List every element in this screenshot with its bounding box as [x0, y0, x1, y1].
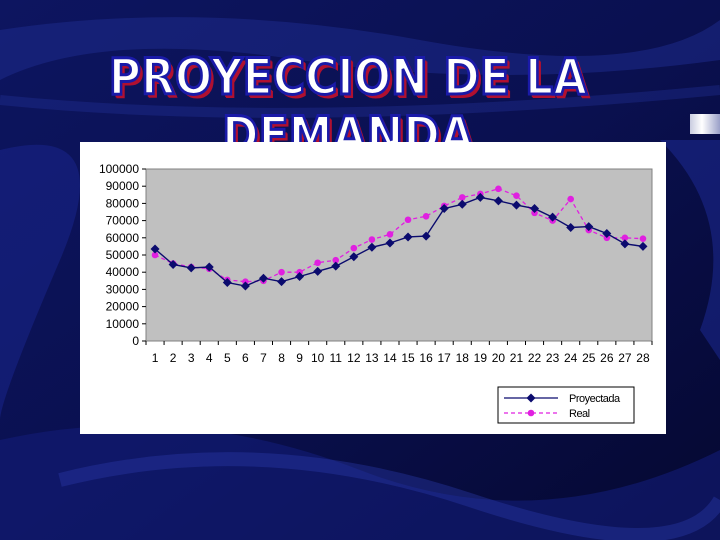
data-point: [493, 196, 503, 206]
legend-marker: [526, 393, 536, 403]
data-point: [566, 222, 576, 232]
x-tick-label: 7: [260, 351, 267, 365]
decorative-bar: [690, 114, 720, 134]
x-tick-label: 2: [170, 351, 177, 365]
x-tick-label: 14: [383, 351, 397, 365]
data-point: [385, 238, 395, 248]
chart-legend: Proyectada Real: [497, 386, 635, 424]
y-tick-label: 30000: [106, 282, 140, 296]
data-point: [602, 229, 612, 238]
data-point: [151, 251, 159, 259]
data-point: [258, 273, 268, 283]
data-point: [403, 232, 413, 242]
x-tick-label: 23: [546, 351, 560, 365]
data-point: [295, 272, 305, 281]
x-tick-label: 18: [456, 351, 470, 365]
y-tick-label: 60000: [106, 231, 140, 245]
data-point: [386, 231, 394, 238]
legend-item: Proyectada: [504, 393, 622, 405]
x-tick-label: 12: [347, 351, 361, 365]
x-tick-label: 8: [278, 351, 285, 365]
x-tick-label: 11: [330, 351, 343, 365]
plot-area: [145, 168, 653, 342]
data-point: [620, 239, 630, 249]
x-tick-label: 28: [636, 351, 650, 365]
data-point: [422, 213, 430, 220]
data-point: [222, 278, 232, 288]
y-tick-label: 50000: [106, 248, 140, 262]
data-point: [204, 262, 214, 272]
x-tick-label: 27: [618, 351, 632, 365]
data-point: [439, 204, 449, 214]
x-tick-label: 17: [437, 351, 451, 365]
data-point: [567, 195, 574, 203]
y-tick-label: 80000: [106, 196, 140, 210]
x-tick-label: 21: [510, 351, 524, 365]
x-tick-label: 10: [311, 351, 325, 365]
data-point: [349, 252, 359, 262]
x-tick-label: 13: [365, 351, 379, 365]
x-tick-label: 3: [188, 351, 195, 365]
y-tick-label: 10000: [106, 317, 140, 331]
x-tick-label: 20: [492, 351, 506, 365]
data-point: [495, 185, 502, 193]
data-point: [277, 277, 287, 287]
data-point: [278, 268, 285, 276]
x-tick-label: 4: [206, 351, 213, 365]
y-tick-label: 20000: [106, 300, 140, 314]
data-point: [639, 235, 647, 242]
x-tick-label: 15: [401, 351, 415, 365]
data-point: [513, 192, 520, 199]
data-point: [584, 222, 594, 232]
chart-panel: 0 10000 20000 30000 40000 50000 60000 70000 8000…: [80, 142, 666, 434]
data-point: [186, 263, 196, 273]
data-point: [621, 234, 629, 242]
data-point: [458, 194, 466, 201]
data-point: [530, 204, 540, 214]
legend-marker: [527, 409, 535, 417]
x-tick-label: 25: [582, 351, 596, 365]
series-layer: [150, 185, 648, 291]
x-tick-label: 22: [528, 351, 542, 365]
x-tick-label: 5: [224, 351, 231, 365]
data-point: [314, 259, 321, 267]
data-point: [367, 242, 377, 252]
data-point: [511, 200, 521, 210]
data-point: [150, 244, 160, 254]
x-tick-label: 26: [600, 351, 614, 365]
x-tick-label: 16: [419, 351, 433, 365]
y-tick-label: 70000: [106, 214, 140, 228]
y-tick-label: 40000: [106, 265, 140, 279]
y-tick-label: 100000: [99, 162, 139, 176]
x-axis: 1 2 3 4 5 6 7 8 9 10 11 12 13 14 15 16 17 18 19 20 21 22 23 24 2…: [145, 341, 653, 365]
legend-box: [497, 386, 635, 424]
data-point: [331, 261, 341, 271]
demand-line-chart: 0 10000 20000 30000 40000 50000 60000 70000 8000…: [99, 162, 653, 424]
x-tick-label: 6: [242, 351, 249, 365]
data-point: [548, 212, 558, 222]
legend-label: Proyectada: [569, 393, 621, 405]
data-point: [368, 236, 376, 243]
data-point: [421, 231, 431, 241]
data-point: [168, 259, 178, 269]
y-tick-label: 0: [132, 334, 139, 348]
data-point: [638, 241, 648, 251]
legend-item: Real: [504, 408, 590, 420]
series-proyectada: [150, 192, 648, 291]
series-line: [154, 196, 644, 287]
x-tick-label: 24: [564, 351, 578, 365]
data-point: [475, 192, 485, 202]
x-tick-label: 19: [474, 351, 488, 365]
legend-label: Real: [569, 408, 590, 420]
x-tick-label: 1: [152, 351, 159, 365]
x-tick-label: 9: [296, 351, 303, 365]
y-axis: 0 10000 20000 30000 40000 50000 60000 70000 8000…: [99, 162, 146, 348]
data-point: [313, 266, 323, 276]
y-tick-label: 90000: [106, 179, 140, 193]
data-point: [332, 256, 340, 264]
data-point: [404, 216, 412, 224]
data-point: [240, 281, 250, 291]
data-point: [350, 244, 358, 252]
series-line: [154, 188, 644, 283]
